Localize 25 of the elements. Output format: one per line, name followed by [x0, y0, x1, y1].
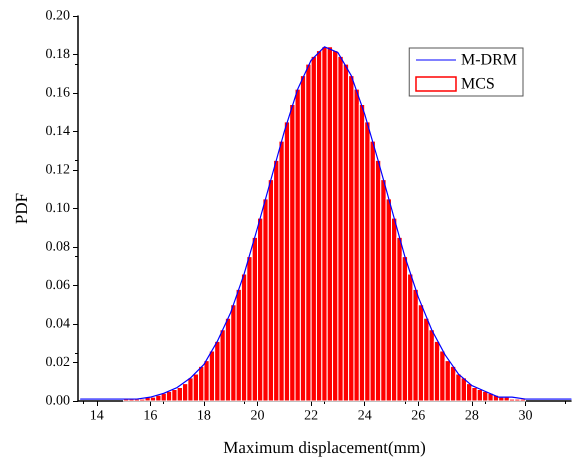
x-tick-label: 28	[464, 408, 479, 424]
y-tick-label: 0.04	[46, 316, 70, 332]
x-tick-label: 30	[518, 408, 532, 424]
y-tick-label: 0.10	[46, 201, 70, 216]
x-tick-label: 20	[250, 408, 265, 424]
y-tick-label: 0.12	[46, 162, 70, 178]
x-tick-label: 26	[411, 408, 426, 424]
y-tick-label: 0.06	[46, 278, 70, 293]
y-tick-label: 0.02	[46, 355, 70, 370]
y-tick-label: 0.08	[46, 240, 70, 254]
x-tick-label: 18	[196, 408, 211, 424]
y-tick-label: 0.20	[46, 8, 70, 24]
y-tick-label: 0.00	[46, 394, 70, 408]
x-tick-label: 22	[304, 408, 318, 424]
legend-label: MCS	[460, 76, 495, 92]
line-series	[80, 46, 572, 400]
x-axis-title: Maximum displacement(mm)	[223, 438, 426, 457]
y-tick-label: 0.16	[46, 86, 70, 100]
x-tick-label: 16	[143, 408, 158, 424]
y-tick-label: 0.14	[46, 124, 70, 139]
legend-label: M-DRM	[460, 52, 518, 68]
y-axis-title: PDF	[12, 192, 31, 224]
x-tick-label: 14	[90, 408, 104, 424]
x-tick-label: 24	[358, 408, 372, 424]
y-tick-label: 0.18	[46, 47, 70, 62]
